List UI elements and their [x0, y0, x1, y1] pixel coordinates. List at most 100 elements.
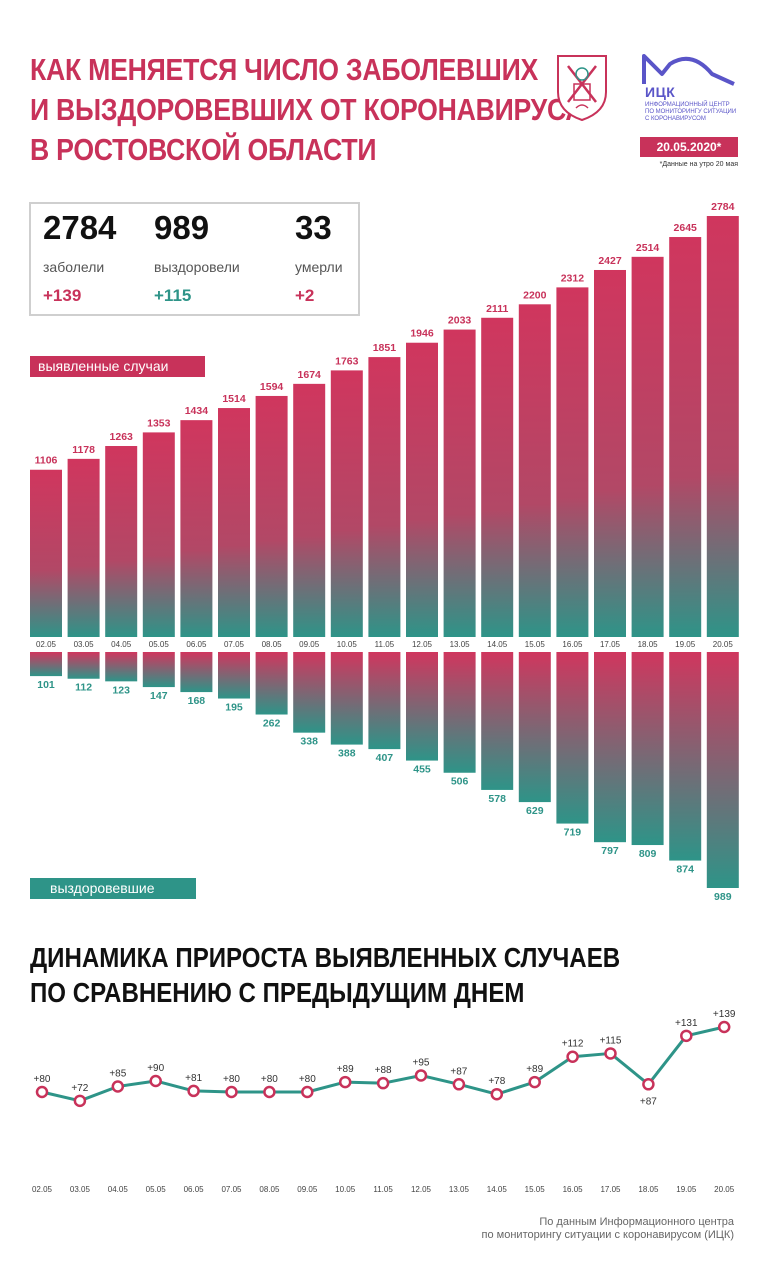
recovered-bar-label: 195 [225, 702, 243, 714]
cases-bar-label: 2111 [486, 303, 508, 315]
increase-point-label: +87 [640, 1096, 657, 1107]
increase-point-label: +80 [34, 1074, 51, 1085]
daily-increase-line-chart: +80 02.05 +72 03.05 +85 04.05 +90 05.05 +81 06.05… [32, 1009, 736, 1194]
increase-point-label: +85 [109, 1068, 126, 1079]
recovered-bar [481, 652, 514, 790]
cases-bar-label: 1353 [147, 417, 171, 429]
recovered-bar-label: 147 [150, 690, 168, 702]
increase-point-label: +72 [71, 1083, 88, 1094]
date-tick-label: 17.05 [600, 640, 621, 649]
date-tick-label: 08.05 [262, 640, 283, 649]
footnote: *Данные на утро 20 мая [659, 161, 738, 168]
recovered-bar [30, 652, 62, 677]
recovered-bar [142, 652, 175, 688]
cases-bar [556, 287, 589, 637]
increase-point-label: +95 [413, 1057, 430, 1068]
cases-bar [518, 304, 551, 637]
increase-point-label: +80 [261, 1074, 278, 1085]
increase-point-label: +131 [675, 1018, 698, 1029]
date-tick-label: 04.05 [111, 640, 132, 649]
cases-bar [706, 216, 739, 637]
increase-point [490, 1087, 504, 1101]
date-tick-label: 11.05 [375, 640, 395, 649]
recovered-bar-label: 101 [37, 679, 55, 691]
increase-point [717, 1020, 731, 1034]
cases-bar-label: 2312 [561, 272, 585, 284]
date-tick-label: 16.05 [562, 640, 583, 649]
date-tick-label: 15.05 [525, 640, 546, 649]
cases-bar [180, 420, 213, 637]
recovered-bar [105, 652, 138, 682]
recovered-bar-label: 629 [526, 805, 544, 817]
increase-point [528, 1075, 541, 1089]
date-tick-label: 14.05 [487, 640, 508, 649]
cases-bar [105, 446, 138, 637]
cases-bar-label: 1851 [373, 342, 397, 354]
recovered-bar [218, 652, 250, 699]
increase-series-line [41, 1025, 725, 1103]
cases-bar [255, 395, 288, 637]
recovered-bar [293, 652, 326, 733]
cases-bar-label: 2645 [674, 222, 698, 234]
date-tick-label: 06.05 [186, 640, 207, 649]
stats-box: 2784 заболели +139 989 выздоровели +115 … [29, 202, 360, 316]
cases-bar-label: 1178 [72, 444, 95, 456]
line-date-tick-label: 02.05 [32, 1185, 53, 1194]
cases-bar-label: 1434 [185, 405, 209, 417]
recovered-bar [556, 652, 589, 824]
recovered-bar [669, 652, 702, 861]
cases-bar-label: 2427 [598, 255, 622, 267]
increase-point-label: +90 [147, 1063, 164, 1074]
date-tick-label: 19.05 [675, 640, 696, 649]
stat-label: заболели [43, 259, 105, 275]
recovered-bar-label: 112 [75, 682, 92, 694]
line-date-tick-label: 09.05 [297, 1185, 318, 1194]
recovered-bar [706, 652, 739, 888]
cases-bar [406, 342, 438, 637]
recovered-bar [631, 652, 664, 846]
increase-point [680, 1029, 693, 1043]
line-date-tick-label: 15.05 [525, 1185, 546, 1194]
increase-point-label: +80 [299, 1074, 316, 1085]
stat-delta: +139 [43, 286, 82, 305]
date-tick-label: 02.05 [36, 640, 57, 649]
increase-point [263, 1085, 276, 1099]
cases-bar [368, 357, 401, 637]
line-date-tick-label: 11.05 [373, 1185, 393, 1194]
cases-bar-label: 1594 [260, 381, 284, 393]
increase-point [187, 1084, 200, 1098]
recovered-legend-tag: выздоровевшие [30, 878, 196, 899]
source-note: По данным Информационного центра по мони… [481, 1216, 734, 1241]
recovered-bar-label: 123 [112, 684, 130, 696]
stat-delta: +2 [295, 286, 315, 305]
recovered-bar-label: 455 [413, 764, 431, 776]
recovered-bar-label: 168 [188, 695, 206, 707]
increase-point-label: +89 [526, 1064, 543, 1075]
date-tick-label: 07.05 [224, 640, 245, 649]
recovered-bar-label: 874 [676, 864, 694, 876]
date-tick-label: 18.05 [638, 640, 659, 649]
increase-point-label: +115 [600, 1035, 622, 1046]
increase-point [35, 1085, 49, 1099]
date-tick-label: 13.05 [450, 640, 471, 649]
cases-legend-tag: выявленные случаи [30, 356, 205, 377]
recovered-bar [406, 652, 438, 761]
recovered-bar [368, 652, 401, 750]
ick-logo-subtitle: ИНФОРМАЦИОННЫЙ ЦЕНТР ПО МОНИТОРИНГУ СИТУ… [645, 102, 737, 122]
increase-point-label: +78 [488, 1076, 505, 1087]
increase-point [338, 1075, 352, 1089]
cases-bar-label: 2033 [448, 315, 472, 327]
increase-point [604, 1047, 617, 1060]
line-date-tick-label: 12.05 [411, 1185, 432, 1194]
cases-bar [293, 383, 326, 637]
stat-value: 33 [295, 209, 332, 246]
cases-bar [67, 458, 100, 637]
increase-point-label: +87 [450, 1066, 467, 1077]
line-date-tick-label: 04.05 [108, 1185, 129, 1194]
cases-bar [218, 408, 250, 637]
line-chart-title: ДИНАМИКА ПРИРОСТА ВЫЯВЛЕННЫХ СЛУЧАЕВ ПО … [30, 940, 620, 1010]
line-chart-title-line: ДИНАМИКА ПРИРОСТА ВЫЯВЛЕННЫХ СЛУЧАЕВ [30, 942, 621, 973]
recovered-bar-label: 809 [639, 848, 657, 860]
increase-point [376, 1076, 390, 1090]
cases-bar-label: 2514 [636, 242, 660, 254]
